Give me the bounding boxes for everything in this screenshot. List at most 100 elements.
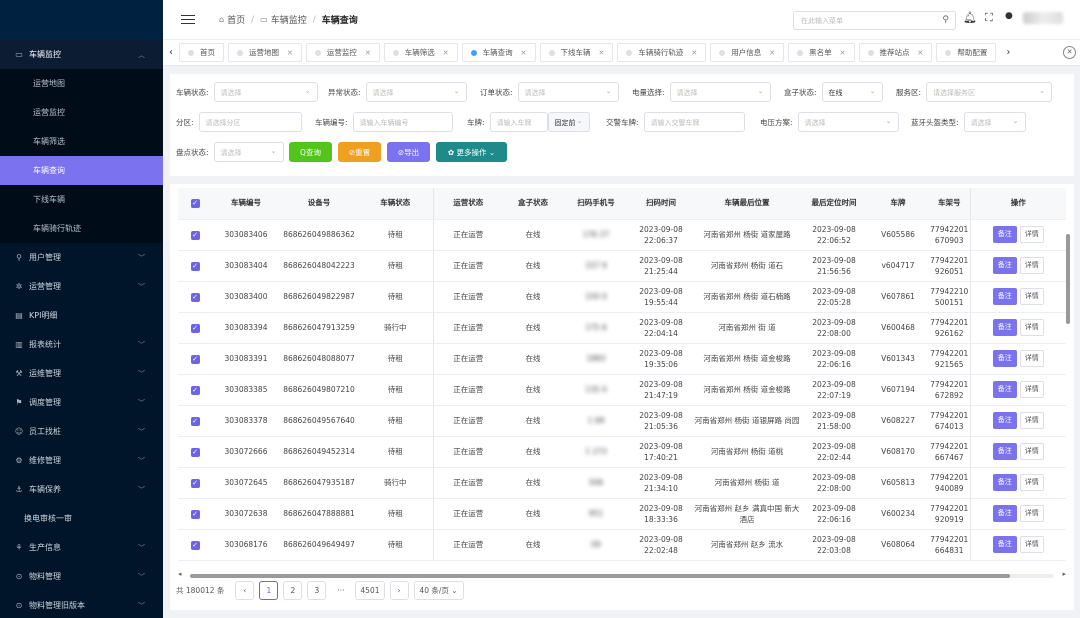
page-ellipsis[interactable]: ··· (331, 581, 351, 600)
page-1-button[interactable]: 1 (259, 581, 279, 600)
sidebar-group-staff[interactable]: ☺ 员工找桩 ﹀ (0, 417, 163, 446)
row-checkbox[interactable]: ✓ (178, 498, 212, 530)
sidebar-item-battery-review[interactable]: 换电审核一审 (0, 504, 163, 533)
tab-ops-map[interactable]: 运营地图 ✕ (228, 43, 302, 62)
detail-button[interactable]: 详情 (1019, 412, 1044, 429)
page-last-button[interactable]: 4501 (355, 581, 385, 600)
tab-ride-track[interactable]: 车辆骑行轨迹 ✕ (617, 43, 707, 62)
detail-button[interactable]: 详情 (1019, 474, 1044, 491)
note-button[interactable]: 备注 (992, 257, 1017, 274)
close-all-tabs-icon[interactable]: ✕ (1063, 46, 1076, 59)
row-checkbox[interactable]: ✓ (178, 467, 212, 499)
scroll-left-icon[interactable]: ◂ (178, 570, 182, 578)
note-button[interactable]: 备注 (992, 319, 1017, 336)
next-page-button[interactable]: › (389, 581, 409, 600)
detail-button[interactable]: 详情 (1019, 536, 1044, 553)
search-icon[interactable]: ⚲ (942, 15, 949, 25)
sidebar-group-vehicle-monitor[interactable]: ▭ 车辆监控 ︿ (0, 40, 163, 69)
tab-help-config[interactable]: 帮助配置 (936, 43, 997, 62)
query-button[interactable]: Q查询 (289, 142, 332, 162)
note-button[interactable]: 备注 (992, 381, 1017, 398)
tab-user-info[interactable]: 用户信息 ✕ (710, 43, 785, 62)
sidebar-group-ops-mgmt[interactable]: ✲ 运营管理 ﹀ (0, 272, 163, 301)
page-size-select[interactable]: 40 条/页 ⌄ (413, 581, 464, 600)
tab-ops-monitor[interactable]: 运营监控 ✕ (305, 43, 380, 62)
sidebar-group-vehicle-maintain[interactable]: ⚓ 车辆保养 ﹀ (0, 475, 163, 504)
username-blurred[interactable] (1023, 12, 1063, 24)
sidebar-group-materials[interactable]: ⊙ 物料管理 ﹀ (0, 562, 163, 591)
close-icon[interactable]: ✕ (364, 48, 371, 57)
plate-mode-select[interactable]: 固定前 ⌄ (547, 112, 590, 132)
chevron-right-icon[interactable]: › (1006, 47, 1011, 58)
breadcrumb-vehicle-monitor[interactable]: 车辆监控 (270, 16, 307, 26)
sidebar-item-ops-map[interactable]: 运营地图 (0, 69, 163, 98)
row-checkbox[interactable]: ✓ (178, 219, 212, 251)
avatar[interactable]: ● (1005, 11, 1013, 21)
scroll-thumb[interactable] (190, 574, 1010, 578)
box-status-select[interactable]: 在线 ⌄ (821, 82, 883, 102)
voltage-select[interactable]: 请选择 ⌄ (797, 112, 899, 132)
note-button[interactable]: 备注 (992, 412, 1017, 429)
detail-button[interactable]: 详情 (1019, 319, 1044, 336)
close-icon[interactable]: ✕ (287, 48, 293, 57)
row-checkbox[interactable]: ✓ (178, 436, 212, 468)
plate-input[interactable]: 请输入车牌 (489, 112, 548, 132)
detail-button[interactable]: 详情 (1019, 443, 1044, 460)
page-2-button[interactable]: 2 (283, 581, 303, 600)
battery-select[interactable]: 请选择 ⌄ (669, 82, 771, 102)
tab-vehicle-filter[interactable]: 车辆筛选 ✕ (383, 43, 458, 62)
chevron-left-icon[interactable]: ‹ (169, 47, 173, 58)
sidebar-group-maintenance-ops[interactable]: ⚒ 运维管理 ﹀ (0, 359, 163, 388)
zone-select[interactable]: 请选择分区 (198, 112, 302, 132)
sidebar-group-repair[interactable]: ⚙ 维修管理 ﹀ (0, 446, 163, 475)
detail-button[interactable]: 详情 (1019, 505, 1044, 522)
vehicle-no-input[interactable]: 请输入车辆编号 (352, 112, 453, 132)
reset-button[interactable]: ⊘重置 (338, 142, 381, 162)
sidebar-group-dispatch[interactable]: ⚑ 调度管理 ﹀ (0, 388, 163, 417)
sidebar-item-kpi[interactable]: ▤ KPI明细 (0, 301, 163, 330)
note-button[interactable]: 备注 (992, 226, 1017, 243)
service-area-select[interactable]: 请选择服务区 ⌄ (926, 82, 1053, 102)
close-icon[interactable]: ✕ (769, 48, 776, 57)
scroll-right-icon[interactable]: ▸ (1062, 570, 1066, 578)
row-checkbox[interactable]: ✓ (178, 529, 212, 561)
row-checkbox[interactable]: ✓ (178, 281, 212, 313)
detail-button[interactable]: 详情 (1019, 350, 1044, 367)
vertical-scrollbar[interactable] (1066, 234, 1070, 324)
note-button[interactable]: 备注 (992, 505, 1017, 522)
tab-offline-vehicles[interactable]: 下线车辆 ✕ (539, 43, 614, 62)
vehicle-status-select[interactable]: 请选择 ⌄ (213, 82, 318, 102)
sidebar-item-vehicle-query[interactable]: 车辆查询 (0, 156, 163, 185)
sidebar-group-materials-old[interactable]: ⊙ 物料管理旧版本 ﹀ (0, 591, 163, 618)
tab-recommended-sites[interactable]: 推荐站点 ✕ (858, 43, 933, 62)
fullscreen-icon[interactable]: ⛶ (985, 11, 993, 24)
note-button[interactable]: 备注 (992, 288, 1017, 305)
prev-page-button[interactable]: ‹ (235, 581, 255, 600)
detail-button[interactable]: 详情 (1019, 257, 1044, 274)
row-checkbox[interactable]: ✓ (178, 312, 212, 344)
row-checkbox[interactable]: ✓ (178, 250, 212, 282)
close-icon[interactable]: ✕ (839, 48, 846, 57)
abnormal-status-select[interactable]: 请选择 ⌄ (365, 82, 467, 102)
close-icon[interactable]: ✕ (442, 48, 449, 57)
close-icon[interactable]: ✕ (520, 48, 527, 57)
row-checkbox[interactable]: ✓ (178, 343, 212, 375)
more-actions-button[interactable]: ✿ 更多操作 ⌄ (436, 142, 507, 162)
select-all-checkbox[interactable]: ✓ (178, 188, 212, 220)
note-button[interactable]: 备注 (992, 443, 1017, 460)
breadcrumb-home[interactable]: 首页 (227, 16, 246, 26)
inventory-select[interactable]: 请选择 ⌄ (213, 142, 284, 162)
sidebar-group-production[interactable]: ⚘ 生产信息 ﹀ (0, 533, 163, 562)
sidebar-item-ops-monitor[interactable]: 运营监控 (0, 98, 163, 127)
tab-home[interactable]: 首页 (179, 43, 224, 62)
page-3-button[interactable]: 3 (307, 581, 327, 600)
police-plate-input[interactable]: 请输入交警车牌 (643, 112, 745, 132)
detail-button[interactable]: 详情 (1019, 288, 1044, 305)
tab-blacklist[interactable]: 黑名单 ✕ (788, 43, 855, 62)
horizontal-scrollbar[interactable]: ◂ ▸ (178, 570, 1066, 580)
sidebar-item-vehicle-filter[interactable]: 车辆筛选 (0, 127, 163, 156)
menu-search-input[interactable]: 在此输入菜单 ⚲ (793, 11, 956, 30)
export-button[interactable]: ⊘导出 (387, 142, 430, 162)
note-button[interactable]: 备注 (992, 350, 1017, 367)
note-button[interactable]: 备注 (992, 474, 1017, 491)
